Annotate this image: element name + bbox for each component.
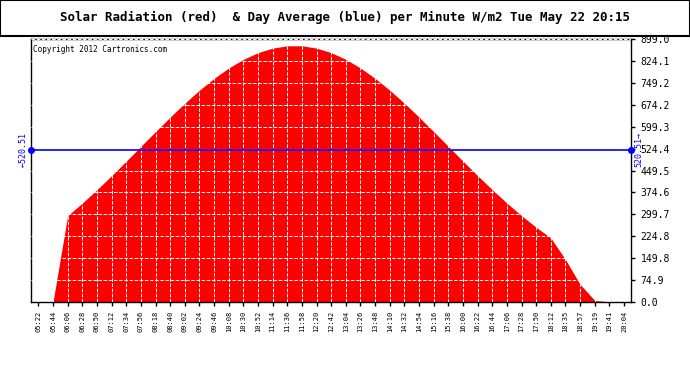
Text: Solar Radiation (red)  & Day Average (blue) per Minute W/m2 Tue May 22 20:15: Solar Radiation (red) & Day Average (blu… bbox=[60, 11, 630, 24]
Text: 520.51→: 520.51→ bbox=[635, 132, 644, 167]
Text: ←520.51: ←520.51 bbox=[19, 132, 28, 167]
Text: Copyright 2012 Cartronics.com: Copyright 2012 Cartronics.com bbox=[33, 45, 167, 54]
